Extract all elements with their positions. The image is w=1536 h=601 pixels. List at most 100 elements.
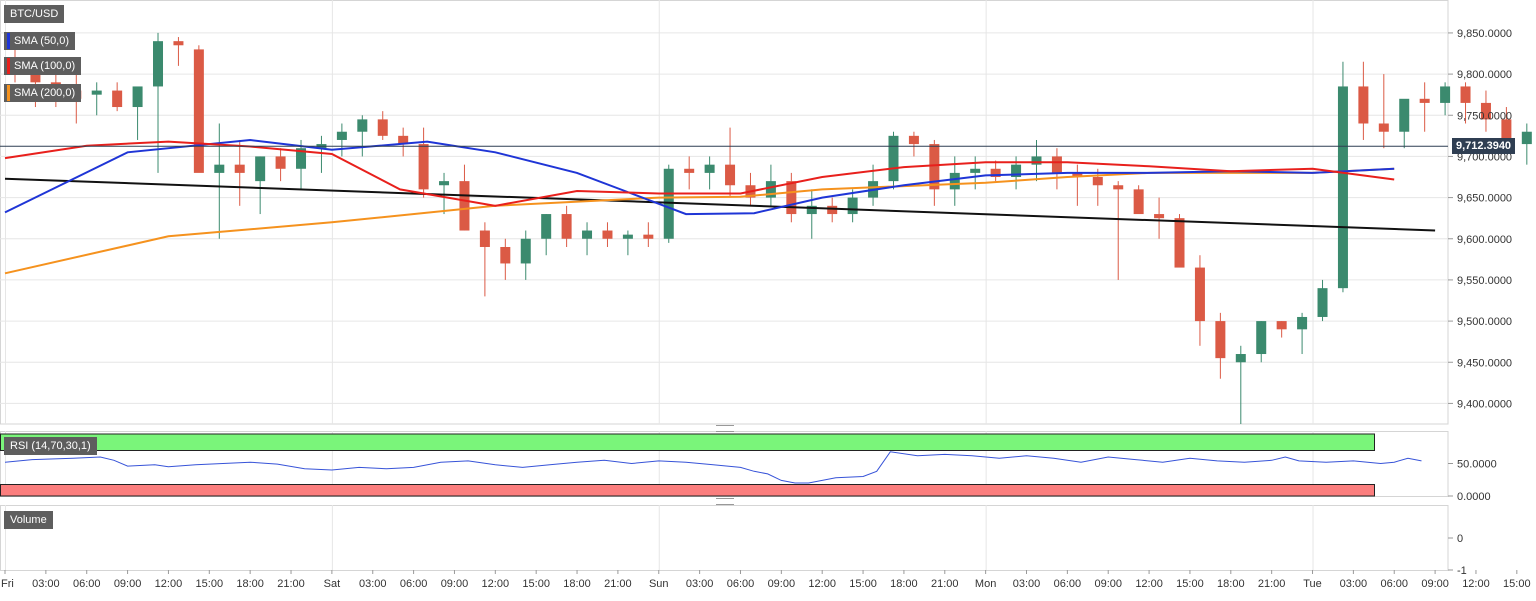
time-tick-label: 21:00 — [277, 578, 305, 590]
candle-body — [1072, 172, 1083, 178]
candle-body — [234, 164, 245, 173]
symbol-label: BTC/USD — [4, 5, 65, 23]
time-tick-label: Tue — [1303, 578, 1322, 590]
candle-body — [1337, 86, 1348, 289]
trendline — [4, 177, 1436, 232]
time-tick-label: 15:00 — [196, 578, 224, 590]
rsi-legend[interactable]: RSI (14,70,30,1) — [4, 437, 97, 455]
candle-body — [1215, 321, 1226, 359]
candle-body — [1194, 267, 1205, 322]
time-tick-label: 06:00 — [1054, 578, 1082, 590]
time-tick-label: Sat — [324, 578, 341, 590]
candle-body — [1399, 98, 1410, 132]
time-tick-label: 21:00 — [931, 578, 959, 590]
sma100-swatch — [7, 58, 10, 74]
candle-body — [500, 246, 511, 264]
candle-body — [1154, 214, 1165, 219]
candle-body — [929, 144, 940, 190]
candles — [10, 32, 1532, 424]
sma50-swatch — [7, 33, 10, 49]
candle-body — [1440, 86, 1451, 103]
time-tick-label: Mon — [975, 578, 996, 590]
candle-body — [582, 230, 593, 239]
time-tick-label: 12:00 — [808, 578, 836, 590]
time-tick-label: 03:00 — [1340, 578, 1368, 590]
time-tick-label: 06:00 — [1380, 578, 1408, 590]
sma50-legend[interactable]: SMA (50,0) — [4, 32, 76, 50]
candle-body — [112, 90, 123, 108]
candle-body — [990, 168, 1001, 178]
candle-body — [193, 49, 204, 173]
time-tick-label: 06:00 — [73, 578, 101, 590]
sma200-legend[interactable]: SMA (200,0) — [4, 84, 82, 102]
candle-body — [398, 135, 409, 145]
volume-tick-label: 0 — [1457, 533, 1463, 545]
time-tick-label: 09:00 — [114, 578, 142, 590]
candle-body — [296, 148, 307, 169]
time-tick-label: 12:00 — [1462, 578, 1490, 590]
sma200-swatch — [7, 85, 10, 101]
sma200-legend-text: SMA (200,0) — [14, 87, 76, 99]
candle-body — [908, 135, 919, 145]
volume-pane-frame — [0, 505, 1449, 571]
candle-body — [622, 234, 633, 239]
time-tick-label: 15:00 — [1503, 578, 1531, 590]
sma100-legend[interactable]: SMA (100,0) — [4, 57, 82, 75]
candle-body — [275, 156, 286, 169]
candle-body — [765, 181, 776, 198]
candle-body — [30, 74, 41, 83]
time-tick-label: 15:00 — [1176, 578, 1204, 590]
rsi-overbought-zone — [0, 433, 1375, 451]
price-tick-label: 9,600.0000 — [1457, 234, 1512, 246]
candle-body — [725, 164, 736, 186]
sma100-line — [4, 140, 1395, 207]
candle-body — [1235, 354, 1246, 363]
price-tick-label: 9,700.0000 — [1457, 151, 1512, 163]
sma50-legend-text: SMA (50,0) — [14, 35, 70, 47]
candle-body — [1501, 119, 1512, 145]
candle-body — [1460, 86, 1471, 103]
candle-body — [1521, 131, 1532, 145]
time-tick-label: 09:00 — [1094, 578, 1122, 590]
candle-body — [459, 181, 470, 231]
candle-body — [357, 119, 368, 132]
time-tick-label: 09:00 — [768, 578, 796, 590]
candle-body — [1031, 156, 1042, 165]
time-tick-label: 03:00 — [32, 578, 60, 590]
price-tick-label: 9,450.0000 — [1457, 357, 1512, 369]
candle-body — [1011, 164, 1022, 178]
candle-body — [439, 181, 450, 186]
time-tick-label: 18:00 — [563, 578, 591, 590]
last-price-tag: 9,712.3940 — [1452, 138, 1516, 155]
candle-body — [1480, 102, 1491, 120]
candle-body — [827, 205, 838, 215]
time-tick-label: 21:00 — [1258, 578, 1286, 590]
candle-body — [479, 230, 490, 247]
candle-body — [173, 41, 184, 46]
candle-body — [336, 131, 347, 140]
price-tick-label: 9,400.0000 — [1457, 398, 1512, 410]
time-tick-label: 06:00 — [400, 578, 428, 590]
candle-body — [377, 119, 388, 136]
candle-body — [561, 214, 572, 239]
rsi-pane — [0, 433, 1422, 497]
time-tick-label: Fri — [1, 578, 14, 590]
volume-legend[interactable]: Volume — [4, 511, 53, 529]
candle-body — [1378, 123, 1389, 132]
pane-resize-handle[interactable] — [716, 498, 734, 505]
candle-body — [541, 214, 552, 239]
candle-body — [255, 156, 266, 182]
time-tick-label: 15:00 — [522, 578, 550, 590]
time-tick-label: 15:00 — [849, 578, 877, 590]
candle-body — [970, 168, 981, 173]
time-tick-label: 21:00 — [604, 578, 632, 590]
time-tick-label: 12:00 — [155, 578, 183, 590]
price-tick-label: 9,800.0000 — [1457, 69, 1512, 81]
candle-body — [602, 230, 613, 239]
candle-body — [888, 135, 899, 182]
pane-resize-handle[interactable] — [716, 425, 734, 432]
time-tick-label: 03:00 — [686, 578, 714, 590]
candle-body — [132, 86, 143, 108]
